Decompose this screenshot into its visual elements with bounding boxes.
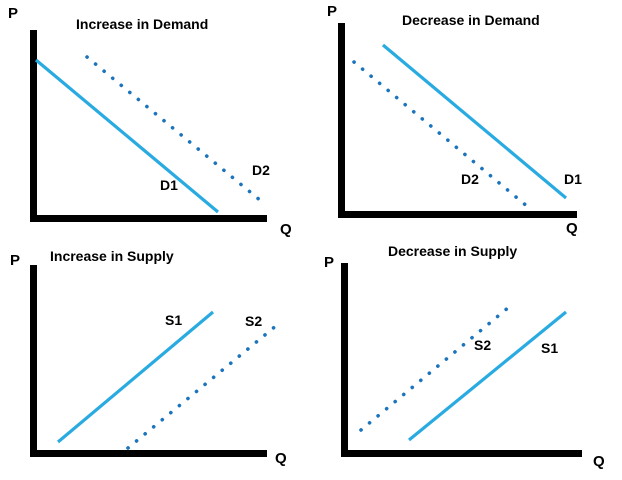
- dotted-curve-label: S2: [245, 313, 263, 329]
- panel-title: Decrease in Demand: [402, 12, 540, 28]
- panel-increase-in-demand: P Increase in Demand D1 D2 Q: [0, 0, 311, 240]
- solid-curve: [34, 58, 220, 214]
- panel-decrease-in-demand: P Decrease in Demand D1 D2 Q: [311, 0, 622, 240]
- x-axis: [341, 450, 582, 457]
- panel-title: Increase in Demand: [76, 16, 209, 32]
- dotted-curve: [359, 305, 511, 432]
- dotted-curve-label: D2: [252, 162, 270, 178]
- y-axis: [338, 23, 345, 218]
- dotted-curve-label: D2: [461, 171, 479, 187]
- solid-curve: [381, 43, 568, 200]
- curves-svg: [352, 43, 568, 209]
- quantity-axis-label: Q: [593, 453, 605, 470]
- curves-svg: [359, 305, 568, 442]
- x-axis: [30, 450, 267, 457]
- y-axis: [30, 265, 37, 457]
- dotted-curve-label: S2: [474, 337, 492, 353]
- dotted-curve: [126, 323, 279, 450]
- dotted-curve: [85, 55, 263, 203]
- price-axis-label: P: [10, 252, 21, 269]
- price-axis-label: P: [327, 3, 338, 20]
- y-axis: [341, 263, 348, 457]
- panel-title: Decrease in Supply: [388, 243, 518, 259]
- panel-title: Increase in Supply: [50, 248, 174, 264]
- y-axis: [30, 30, 37, 222]
- solid-curve-label: D1: [160, 177, 178, 193]
- solid-curve: [407, 310, 568, 442]
- panel-decrease-in-supply: P Decrease in Supply S1 S2 Q: [311, 240, 622, 480]
- curves-svg: [34, 55, 263, 214]
- solid-curve-label: D1: [564, 171, 582, 187]
- solid-curve-label: S1: [541, 340, 559, 356]
- panel-increase-in-supply: P Increase in Supply S1 S2 Q: [0, 240, 311, 480]
- solid-curve-label: S1: [165, 312, 183, 328]
- quantity-axis-label: Q: [566, 220, 578, 237]
- price-axis-label: P: [324, 254, 335, 271]
- curves-svg: [56, 310, 279, 450]
- price-axis-label: P: [8, 5, 19, 22]
- x-axis: [30, 215, 267, 222]
- dotted-curve: [352, 60, 530, 209]
- solid-curve: [56, 310, 215, 444]
- quantity-axis-label: Q: [280, 221, 292, 238]
- quantity-axis-label: Q: [275, 450, 287, 467]
- x-axis: [338, 211, 577, 218]
